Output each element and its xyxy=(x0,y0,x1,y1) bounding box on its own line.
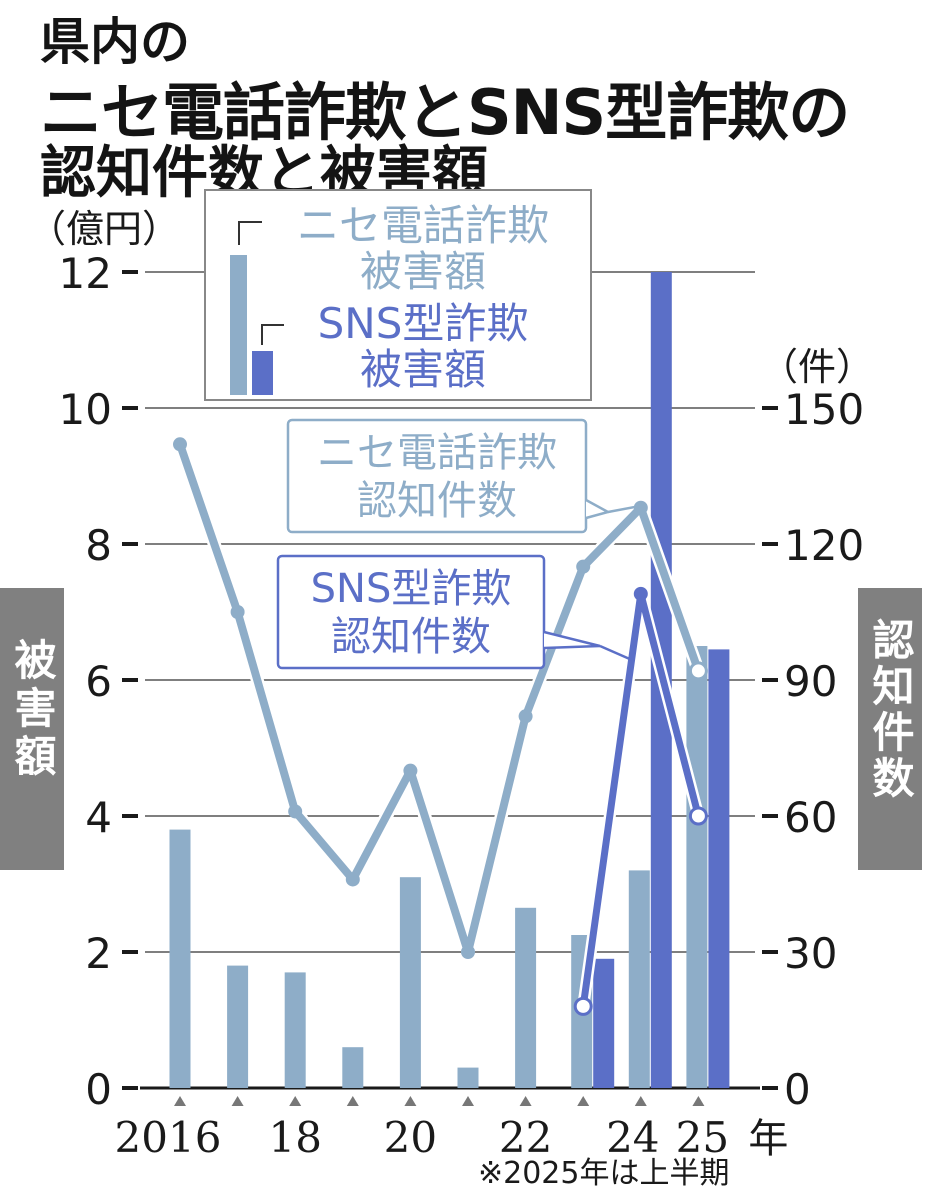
phone-count-point-20 xyxy=(403,763,418,778)
x-tick-label-25: 25 xyxy=(676,1113,729,1162)
right-axis-unit: （件） xyxy=(760,345,875,389)
left-tick-label-10: 10 xyxy=(59,385,112,434)
legend-leader-sns xyxy=(261,324,284,345)
right-axis-label-text: 認知件数 xyxy=(866,618,915,802)
legend-phone-line1: ニセ電話詐欺 xyxy=(297,201,549,250)
left-axis-unit: （億円） xyxy=(28,207,181,251)
callout-sns-count: SNS型詐欺 認知件数 xyxy=(276,554,633,670)
callout-sns-pointer xyxy=(543,630,601,650)
legend: ニセ電話詐欺 被害額 SNS型詐欺 被害額 xyxy=(204,189,592,401)
legend-leader-phone xyxy=(238,221,262,245)
x-tick-label-24: 24 xyxy=(606,1113,659,1162)
x-tick-marker-2019 xyxy=(346,1096,359,1106)
right-tick-label-60: 60 xyxy=(784,793,837,842)
series-lines xyxy=(173,437,708,1016)
left-tick-label-12: 12 xyxy=(59,249,112,298)
sns-count-point-24 xyxy=(633,586,648,601)
left-tick-label-0: 0 xyxy=(85,1065,112,1114)
legend-sns-line2: 被害額 xyxy=(360,345,486,394)
bar-phone-22 xyxy=(515,907,537,1088)
right-tick-label-0: 0 xyxy=(784,1065,811,1114)
bar-phone-20 xyxy=(399,877,421,1088)
x-tick-marker-2017 xyxy=(231,1096,244,1106)
phone-count-point-2016 xyxy=(173,437,187,452)
phone-count-point-18 xyxy=(288,804,303,819)
left-tick-label-4: 4 xyxy=(85,793,112,842)
bar-phone-2021 xyxy=(457,1067,479,1088)
bar-phone-2019 xyxy=(342,1047,364,1088)
callout-sns-line2: 認知件数 xyxy=(331,614,491,660)
bar-phone-2016 xyxy=(169,829,191,1088)
callout-phone-count: ニセ電話詐欺 認知件数 xyxy=(286,418,641,534)
x-tick-label-18: 18 xyxy=(268,1113,321,1162)
right-tick-label-90: 90 xyxy=(784,657,837,706)
right-tick-label-150: 150 xyxy=(784,385,864,434)
right-axis-label: 認知件数 xyxy=(858,588,922,870)
left-tick-label-8: 8 xyxy=(85,521,112,570)
left-tick-label-2: 2 xyxy=(85,929,112,978)
callout-phone-pointer-line xyxy=(607,504,641,514)
callout-phone-pointer xyxy=(585,498,612,520)
x-tick-marker-24 xyxy=(634,1096,647,1106)
left-axis-label-text: 被害額 xyxy=(8,638,57,782)
x-tick-marker-25 xyxy=(692,1096,705,1106)
bar-phone-25 xyxy=(686,646,708,1088)
bar-sns-25 xyxy=(708,649,730,1088)
bar-sns-2023 xyxy=(593,958,615,1088)
right-tick-label-120: 120 xyxy=(784,521,864,570)
phone-count-line xyxy=(176,440,703,956)
callout-sns-line1: SNS型詐欺 xyxy=(311,566,512,612)
phone-count-point-2019 xyxy=(345,872,360,887)
bar-phone-2017 xyxy=(227,965,249,1088)
callout-sns-box xyxy=(276,554,546,670)
left-tick-label-6: 6 xyxy=(85,657,112,706)
x-year-suffix: 年 xyxy=(748,1116,788,1162)
bar-phone-18 xyxy=(284,972,306,1088)
callout-phone-line1: ニセ電話詐欺 xyxy=(317,430,557,476)
x-tick-label-20: 20 xyxy=(384,1113,437,1162)
x-tick-marker-22 xyxy=(519,1096,532,1106)
x-tick-marker-20 xyxy=(404,1096,417,1106)
x-tick-marker-2016 xyxy=(174,1096,186,1106)
right-tick-label-30: 30 xyxy=(784,929,837,978)
callout-sns-pointer-line xyxy=(599,644,633,662)
bar-phone-24 xyxy=(628,870,650,1088)
sns-count-point-25 xyxy=(688,806,708,826)
phone-count-point-2023 xyxy=(576,559,591,574)
chart-title-line2: ニセ電話詐欺とSNS型詐欺の xyxy=(40,76,850,149)
phone-count-point-2021 xyxy=(461,945,475,959)
x-tick-marker-2023 xyxy=(577,1096,590,1106)
x-tick-label-2016: 2016 xyxy=(115,1113,222,1162)
x-tick-label-22: 22 xyxy=(499,1113,552,1162)
left-axis-label: 被害額 xyxy=(0,588,64,870)
phone-count-point-22 xyxy=(518,709,533,724)
phone-count-point-24 xyxy=(633,500,648,515)
x-tick-marker-2021 xyxy=(462,1096,474,1106)
footnote: ※2025年は上半期 xyxy=(478,1156,730,1191)
sns-count-point-2023 xyxy=(573,996,593,1016)
phone-count-point-2017 xyxy=(230,605,245,619)
chart-title-line1: 県内の xyxy=(40,13,190,71)
legend-phone-line2: 被害額 xyxy=(360,247,486,296)
phone-count-point-25 xyxy=(688,661,708,681)
legend-sns-line1: SNS型詐欺 xyxy=(318,299,529,348)
legend-swatch-sns xyxy=(252,351,273,395)
x-tick-marker-18 xyxy=(289,1096,302,1106)
callout-phone-line2: 認知件数 xyxy=(357,478,517,524)
legend-swatch-phone xyxy=(230,255,247,395)
callout-phone-box xyxy=(286,418,588,534)
